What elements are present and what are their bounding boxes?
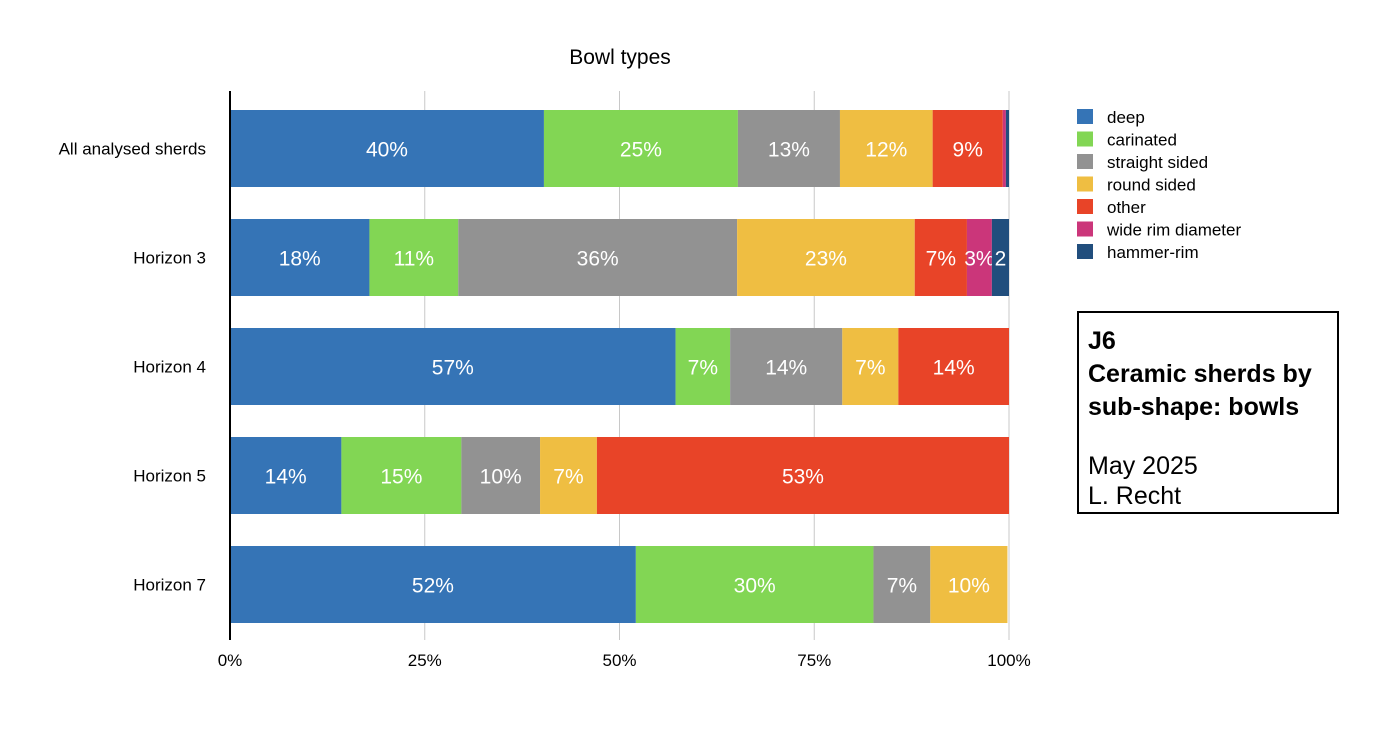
legend-label: round sided xyxy=(1107,176,1196,195)
data-label: 9% xyxy=(953,139,983,162)
bar-segment xyxy=(730,328,843,405)
bar-segment xyxy=(596,437,1009,514)
info-title-line2: sub-shape: bowls xyxy=(1088,393,1300,421)
bar-segment xyxy=(914,219,967,296)
data-label: 10% xyxy=(480,466,522,489)
bar-segment xyxy=(540,437,597,514)
bar-segment xyxy=(737,110,840,187)
legend-label: other xyxy=(1107,198,1146,217)
legend-label: hammer-rim xyxy=(1107,243,1199,262)
data-label: 53% xyxy=(782,466,824,489)
category-label: Horizon 4 xyxy=(133,358,206,377)
category-label: Horizon 7 xyxy=(133,576,206,595)
data-label: 7% xyxy=(553,466,583,489)
legend-label: carinated xyxy=(1107,131,1177,150)
data-label: 12% xyxy=(865,139,907,162)
bar-segment xyxy=(230,219,370,296)
data-label: 25% xyxy=(620,139,662,162)
data-label: 7% xyxy=(887,575,917,598)
data-label: 10% xyxy=(948,575,990,598)
bar-segment xyxy=(873,546,931,623)
data-label: 14% xyxy=(933,357,975,380)
bar-segment xyxy=(1002,110,1006,187)
category-label: Horizon 5 xyxy=(133,467,206,486)
bar-segment xyxy=(898,328,1009,405)
legend-swatch xyxy=(1077,131,1093,147)
legend-label: straight sided xyxy=(1107,153,1208,172)
bar-segment xyxy=(458,219,738,296)
legend-swatch xyxy=(1077,109,1093,124)
legend-swatch xyxy=(1077,176,1093,192)
bar-segment xyxy=(230,110,544,187)
bar-segment xyxy=(543,110,738,187)
data-label: 13% xyxy=(768,139,810,162)
legend-swatch xyxy=(1077,199,1093,214)
bar-segment xyxy=(635,546,874,623)
chart-title: Bowl types xyxy=(569,46,671,69)
legend-label: wide rim diameter xyxy=(1106,221,1241,240)
x-tick-label: 25% xyxy=(408,651,442,670)
bar-segment xyxy=(675,328,731,405)
bar-segment xyxy=(230,328,676,405)
bar-segment xyxy=(369,219,459,296)
x-tick-label: 50% xyxy=(602,651,636,670)
bar-segment xyxy=(839,110,933,187)
data-label: 11% xyxy=(394,248,434,271)
x-tick-label: 75% xyxy=(797,651,831,670)
data-label: 2 xyxy=(995,248,1007,271)
x-tick-label: 0% xyxy=(218,651,243,670)
bar-segment xyxy=(991,219,1009,296)
data-label: 14% xyxy=(765,357,807,380)
info-author: L. Recht xyxy=(1088,482,1182,510)
info-date: May 2025 xyxy=(1088,452,1198,480)
data-label: 23% xyxy=(805,248,847,271)
data-label: 36% xyxy=(577,248,619,271)
x-tick-label: 100% xyxy=(987,651,1030,670)
data-label: 15% xyxy=(380,466,422,489)
bar-segment xyxy=(230,437,342,514)
data-label: 14% xyxy=(265,466,307,489)
info-box: J6 Ceramic sherds by sub-shape: bowls Ma… xyxy=(1077,311,1339,514)
bar-segment xyxy=(341,437,462,514)
bar-segment xyxy=(1005,110,1009,187)
data-label: 30% xyxy=(734,575,776,598)
category-label: All analysed sherds xyxy=(59,140,206,159)
data-label: 7% xyxy=(688,357,718,380)
bar-segment xyxy=(737,219,915,296)
bar-segment xyxy=(930,546,1008,623)
bar-segment xyxy=(230,546,636,623)
category-label: Horizon 3 xyxy=(133,249,206,268)
data-label: 57% xyxy=(432,357,474,380)
data-label: 18% xyxy=(279,248,321,271)
legend-swatch xyxy=(1077,221,1093,237)
bar-segment xyxy=(461,437,541,514)
data-label: 52% xyxy=(412,575,454,598)
data-label: 3% xyxy=(964,248,994,271)
legend-swatch xyxy=(1077,244,1093,259)
info-title-line1: Ceramic sherds by xyxy=(1088,360,1312,388)
bar-segment xyxy=(842,328,899,405)
data-label: 7% xyxy=(855,357,885,380)
data-label: 7% xyxy=(926,248,956,271)
data-label: 40% xyxy=(366,139,408,162)
legend-swatch xyxy=(1077,154,1093,169)
info-code: J6 xyxy=(1088,327,1116,355)
bar-segment xyxy=(932,110,1003,187)
legend-label: deep xyxy=(1107,108,1145,127)
bar-segment xyxy=(966,219,992,296)
